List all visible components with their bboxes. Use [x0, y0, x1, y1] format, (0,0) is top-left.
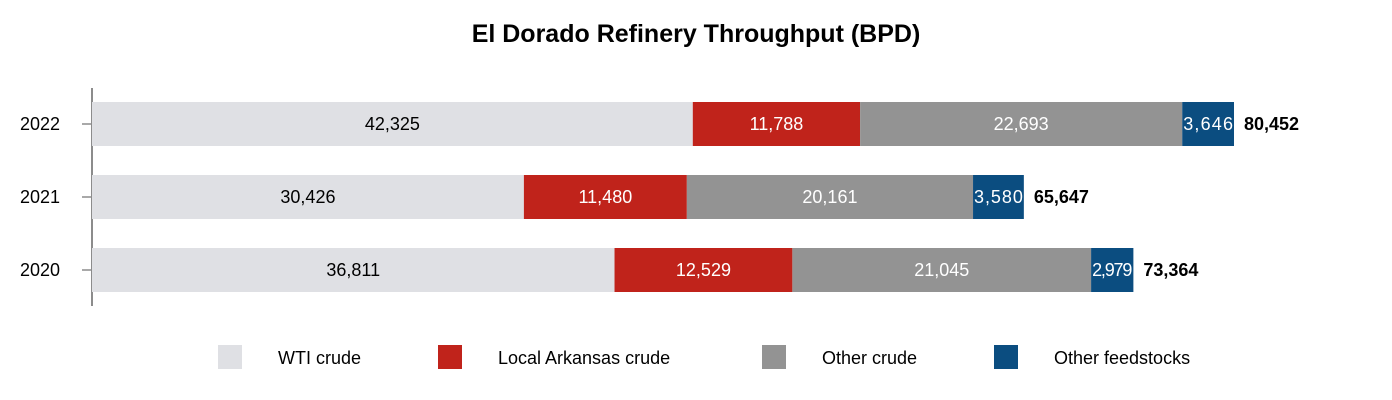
legend-swatch — [438, 345, 462, 369]
data-label: 21,045 — [914, 260, 969, 280]
legend-swatch — [218, 345, 242, 369]
data-label: 22,693 — [994, 114, 1049, 134]
total-label: 80,452 — [1244, 114, 1299, 134]
bar-segment — [523, 175, 687, 219]
legend-label: Local Arkansas crude — [498, 348, 670, 368]
bar-segment — [686, 175, 974, 219]
bar-segment — [92, 102, 693, 146]
legend: WTI crude Local Arkansas crude Other crude… — [218, 345, 1190, 369]
bar-segment — [1091, 248, 1134, 292]
total-label: 73,364 — [1143, 260, 1198, 280]
y-tick-label: 2020 — [20, 260, 60, 280]
bar-segment — [973, 175, 1024, 219]
bar-segment — [614, 248, 793, 292]
y-axis: 2022 2021 2020 — [20, 88, 93, 306]
legend-swatch — [762, 345, 786, 369]
bar-segment — [1182, 102, 1234, 146]
data-label: 11,480 — [579, 187, 633, 207]
y-tick-label: 2022 — [20, 114, 60, 134]
data-label: 2,979 — [1092, 260, 1132, 280]
data-label: 3,580 — [974, 187, 1023, 207]
data-label: 42,325 — [365, 114, 420, 134]
data-label: 30,426 — [280, 187, 335, 207]
data-label: 36,811 — [326, 260, 380, 280]
y-tick-label: 2021 — [20, 187, 60, 207]
bar-segment — [792, 248, 1092, 292]
data-label: 3,646 — [1183, 114, 1233, 134]
bar-segment — [860, 102, 1183, 146]
data-label: 11,788 — [750, 114, 804, 134]
chart-title: El Dorado Refinery Throughput (BPD) — [472, 20, 921, 48]
legend-label: Other crude — [822, 348, 917, 368]
bar-segment — [92, 248, 615, 292]
legend-label: WTI crude — [278, 348, 361, 368]
bar-segment — [92, 175, 524, 219]
legend-label: Other feedstocks — [1054, 348, 1190, 368]
bar-segment — [692, 102, 861, 146]
total-label: 65,647 — [1034, 187, 1089, 207]
data-label: 12,529 — [676, 260, 731, 280]
bars: 42,325 11,788 22,693 3,646 80,452 30,426 11,48… — [92, 102, 1299, 292]
legend-swatch — [994, 345, 1018, 369]
data-label: 20,161 — [802, 187, 857, 207]
